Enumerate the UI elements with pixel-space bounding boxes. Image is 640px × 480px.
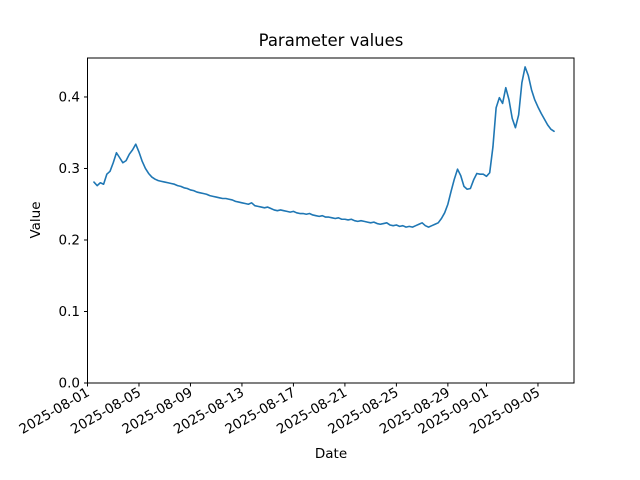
y-tick-label: 0.4	[59, 89, 80, 105]
y-tick-label: 0.1	[59, 304, 80, 320]
y-tick-label: 0.2	[59, 232, 80, 248]
axes-frame	[87, 57, 575, 384]
data-line	[93, 66, 555, 228]
chart-title: Parameter values	[258, 31, 404, 50]
y-tick-label: 0.0	[59, 376, 80, 392]
x-axis-label: Date	[314, 446, 348, 462]
y-tick-label: 0.3	[59, 161, 80, 177]
